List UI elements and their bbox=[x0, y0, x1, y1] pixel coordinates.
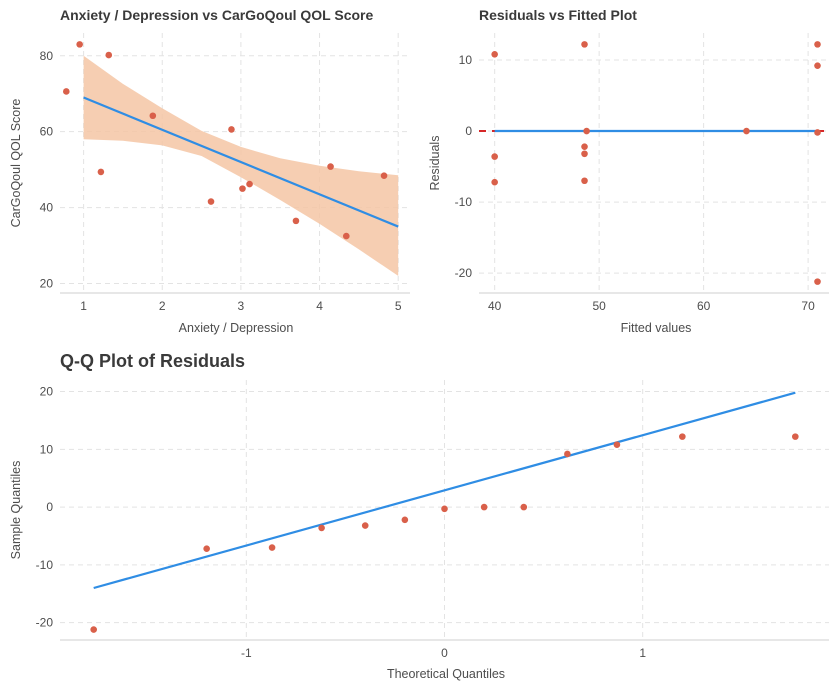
data-point bbox=[814, 62, 821, 69]
data-point bbox=[62, 88, 70, 95]
y-tick-label: 0 bbox=[46, 500, 53, 514]
y-tick-label: 20 bbox=[40, 277, 54, 291]
data-point bbox=[149, 112, 157, 120]
panel-1-title: Anxiety / Depression vs CarGoQoul QOL Sc… bbox=[60, 7, 373, 23]
y-tick-label: 80 bbox=[40, 49, 54, 63]
panel-2-x-axis-title: Fitted values bbox=[621, 321, 692, 335]
panel-2-title: Residuals vs Fitted Plot bbox=[479, 7, 637, 23]
data-point bbox=[228, 126, 235, 133]
x-tick-label: 1 bbox=[80, 299, 87, 313]
data-point bbox=[814, 129, 821, 136]
panel-3-y-tick-labels: -20 -10 0 10 20 bbox=[36, 385, 54, 630]
panel-2-grid bbox=[479, 33, 829, 293]
data-point bbox=[239, 185, 246, 192]
data-point bbox=[97, 168, 105, 176]
regression-line bbox=[83, 96, 399, 228]
data-point bbox=[380, 172, 388, 180]
y-tick-label: 40 bbox=[40, 201, 54, 215]
data-point bbox=[441, 505, 448, 513]
y-tick-label: 10 bbox=[459, 53, 473, 67]
data-point bbox=[246, 180, 253, 188]
y-tick-label: -20 bbox=[36, 616, 54, 630]
x-tick-label: 3 bbox=[238, 299, 245, 313]
x-tick-label: 40 bbox=[488, 299, 502, 313]
panel-2-points bbox=[491, 41, 821, 285]
x-tick-label: 5 bbox=[395, 299, 402, 313]
confidence-band bbox=[83, 55, 399, 276]
panel-3-grid bbox=[60, 380, 829, 640]
y-tick-label: -10 bbox=[36, 558, 54, 572]
data-point bbox=[491, 178, 498, 186]
panel-3-x-tick-labels: -1 0 1 bbox=[241, 646, 646, 660]
y-tick-label: 10 bbox=[40, 442, 54, 456]
panel-3-points bbox=[90, 433, 799, 633]
data-point bbox=[401, 516, 409, 524]
data-point bbox=[792, 433, 799, 440]
x-tick-label: 50 bbox=[592, 299, 606, 313]
panel-3-title: Q-Q Plot of Residuals bbox=[60, 351, 245, 371]
data-point bbox=[743, 127, 750, 135]
panel-3-x-axis-title: Theoretical Quantiles bbox=[387, 667, 505, 681]
y-tick-label: 0 bbox=[465, 124, 472, 138]
data-point bbox=[491, 153, 498, 160]
panel-1-y-tick-labels: 20 40 60 80 bbox=[40, 49, 54, 291]
panel-2-x-tick-labels: 40 50 60 70 bbox=[488, 299, 815, 313]
panel-1-x-tick-labels: 1 2 3 4 5 bbox=[80, 299, 402, 313]
y-tick-label: 60 bbox=[40, 125, 54, 139]
panel-1-y-axis-title: CarGoQoul QOL Score bbox=[9, 99, 23, 228]
data-point bbox=[207, 198, 215, 205]
data-point bbox=[814, 278, 821, 285]
x-tick-label: -1 bbox=[241, 646, 252, 660]
panel-1-x-axis-title: Anxiety / Depression bbox=[179, 321, 294, 335]
x-tick-label: 70 bbox=[801, 299, 815, 313]
data-point bbox=[268, 544, 276, 551]
x-tick-label: 0 bbox=[441, 646, 448, 660]
data-point bbox=[318, 524, 325, 532]
data-point bbox=[105, 51, 113, 59]
data-point bbox=[491, 51, 498, 58]
y-tick-label: -10 bbox=[455, 195, 473, 209]
data-point bbox=[581, 143, 588, 150]
panel-1-points bbox=[62, 41, 388, 240]
y-tick-label: 20 bbox=[40, 385, 54, 399]
panel-residuals-vs-fitted: Residuals vs Fitted Plot 40 50 60 70 -20 -10… bbox=[428, 7, 829, 335]
data-point bbox=[342, 232, 350, 240]
data-point bbox=[581, 41, 588, 48]
panel-3-y-axis-title: Sample Quantiles bbox=[9, 461, 23, 560]
y-tick-label: -20 bbox=[455, 266, 473, 280]
data-point bbox=[76, 41, 83, 48]
data-point bbox=[583, 127, 590, 135]
qq-reference-line bbox=[93, 391, 796, 590]
data-point bbox=[581, 177, 588, 185]
data-point bbox=[564, 450, 571, 458]
data-point bbox=[679, 433, 686, 440]
data-point bbox=[581, 150, 588, 158]
panel-2-y-axis-title: Residuals bbox=[428, 136, 442, 191]
x-tick-label: 2 bbox=[159, 299, 166, 313]
panel-2-y-tick-labels: -20 -10 0 10 bbox=[455, 53, 473, 280]
data-point bbox=[480, 503, 488, 511]
panel-scatter-regression: Anxiety / Depression vs CarGoQoul QOL Sc… bbox=[9, 7, 410, 335]
data-point bbox=[292, 217, 300, 225]
data-point bbox=[613, 441, 621, 449]
data-point bbox=[520, 503, 528, 511]
data-point bbox=[203, 545, 210, 553]
data-point bbox=[361, 522, 369, 529]
data-point bbox=[814, 41, 821, 48]
x-tick-label: 60 bbox=[697, 299, 711, 313]
data-point bbox=[327, 163, 334, 170]
data-point bbox=[90, 626, 97, 633]
x-tick-label: 4 bbox=[316, 299, 323, 313]
x-tick-label: 1 bbox=[639, 646, 646, 660]
